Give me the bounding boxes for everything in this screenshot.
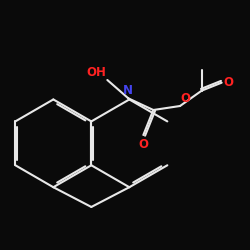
Text: O: O xyxy=(181,92,191,105)
Text: OH: OH xyxy=(86,66,106,79)
Text: O: O xyxy=(223,76,233,89)
Text: N: N xyxy=(123,84,133,97)
Text: O: O xyxy=(138,138,148,150)
